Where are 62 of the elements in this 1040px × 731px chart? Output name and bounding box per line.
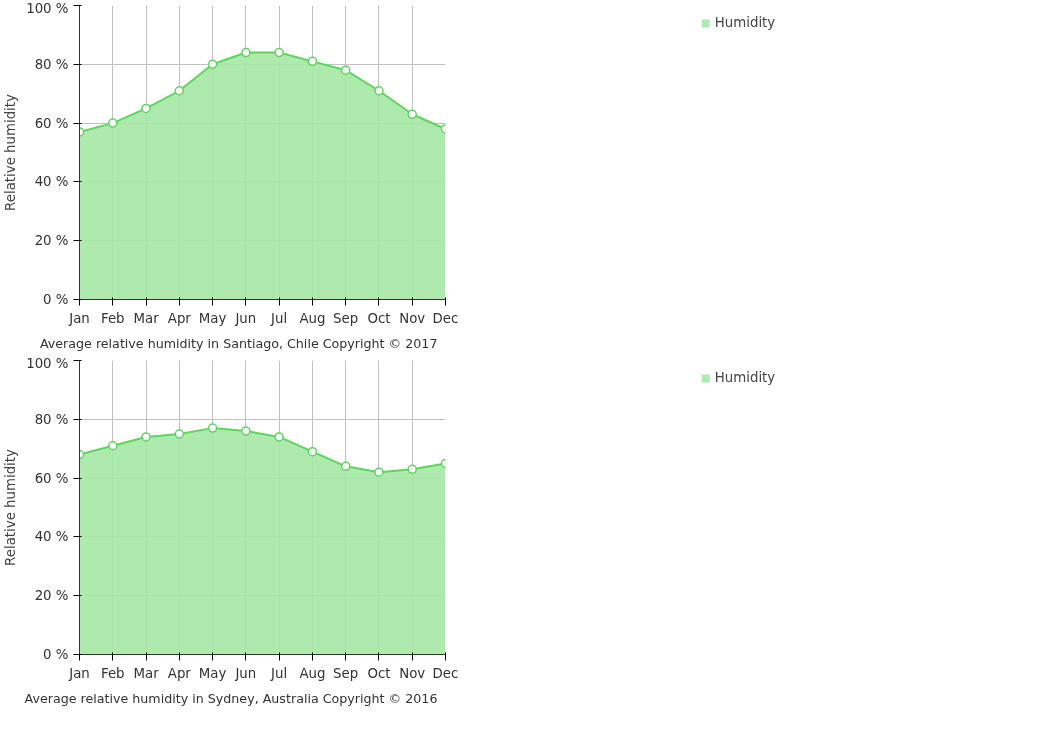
x-tick-label: Sep <box>333 310 359 326</box>
point <box>374 467 384 477</box>
text: Average relative humidity in Sydney, Australia Copyright © 2016 <box>24 690 438 706</box>
point <box>174 429 185 439</box>
point <box>241 426 251 436</box>
y-axis-title: Relative humidity <box>3 448 19 566</box>
x-tick-label: Nov <box>399 310 426 326</box>
x-tick-label: Mar <box>133 665 160 681</box>
y-tick-label: 80 % <box>34 56 69 72</box>
point <box>174 86 185 96</box>
y-tick-label: 0 % <box>43 292 69 307</box>
point <box>141 432 151 442</box>
point <box>274 47 284 58</box>
y-tick-label: 20 % <box>34 233 69 249</box>
point <box>241 47 251 58</box>
point <box>307 56 318 67</box>
point <box>141 103 151 114</box>
x-tick-label: Mar <box>133 310 160 326</box>
point <box>207 59 218 70</box>
point <box>307 446 318 457</box>
x-tick-label: Dec <box>432 665 459 681</box>
text: Average relative humidity in Santiago, Chile Copyright © 2017 <box>39 335 438 351</box>
point <box>274 432 284 442</box>
x-tick-label: Aug <box>299 665 326 681</box>
x-tick-label: Jul <box>270 665 288 681</box>
y-tick-label: 60 % <box>34 470 69 486</box>
legend-label: Humidity <box>714 15 776 30</box>
x-tick-label: Nov <box>399 665 426 681</box>
x-tick-label: May <box>198 665 227 681</box>
point <box>340 461 351 472</box>
x-tick-label: Aug <box>299 310 326 326</box>
y-tick-label: 80 % <box>34 411 69 427</box>
point <box>207 423 218 433</box>
x-tick-label: Jul <box>270 310 288 326</box>
y-tick-label: 60 % <box>34 115 69 131</box>
y-tick-label: 40 % <box>34 529 69 545</box>
y-tick-label: 100 % <box>26 0 69 16</box>
x-tick-label: Apr <box>167 665 192 681</box>
x-tick-label: Sep <box>333 665 359 681</box>
x-tick-label: Oct <box>367 665 391 681</box>
x-tick-label: Jan <box>68 310 90 326</box>
y-axis-title: Relative humidity <box>3 93 19 211</box>
x-tick-label: May <box>198 310 227 326</box>
y-tick-label: 0 % <box>43 647 69 662</box>
point <box>108 441 118 451</box>
legend-label: Humidity <box>714 370 776 385</box>
y-tick-label: 20 % <box>34 588 69 604</box>
y-tick-label: 100 % <box>26 355 69 371</box>
x-tick-label: Feb <box>100 665 125 681</box>
point <box>108 118 118 128</box>
x-tick-label: Oct <box>367 310 391 326</box>
x-tick-label: Jun <box>234 310 257 326</box>
point <box>407 109 417 120</box>
x-tick-label: Dec <box>432 310 459 326</box>
point <box>340 65 351 75</box>
x-tick-label: Feb <box>100 310 125 326</box>
x-tick-label: Apr <box>167 310 192 326</box>
point <box>374 86 384 96</box>
y-tick-label: 40 % <box>34 174 69 190</box>
x-tick-label: Jun <box>234 665 257 681</box>
x-tick-label: Jan <box>68 665 90 681</box>
point <box>407 464 417 475</box>
